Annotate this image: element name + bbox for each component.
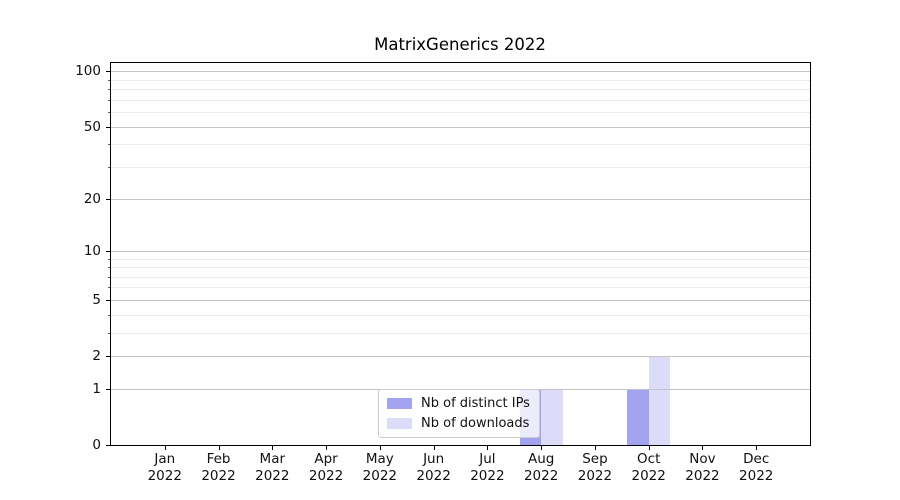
y-minor-tick-mark	[108, 258, 110, 260]
x-tick-mark	[326, 446, 328, 450]
x-tick-label-oct: Oct 2022	[631, 451, 666, 484]
gridline-major	[111, 250, 810, 252]
y-tick-mark	[106, 198, 110, 200]
y-tick-mark	[106, 388, 110, 390]
x-tick-mark	[648, 446, 650, 450]
gridline-minor	[111, 99, 810, 101]
legend-entry-distinct-ips: Nb of distinct IPs	[387, 396, 530, 411]
gridline-minor	[111, 166, 810, 168]
grid-layer	[111, 63, 810, 445]
gridline-minor	[111, 258, 810, 260]
x-tick-mark	[218, 446, 220, 450]
x-tick-mark	[272, 446, 274, 450]
y-tick-label: 20	[83, 190, 101, 207]
y-minor-tick-mark	[108, 112, 110, 114]
y-minor-tick-mark	[108, 89, 110, 91]
legend-label-distinct-ips: Nb of distinct IPs	[421, 396, 530, 411]
gridline-major	[111, 71, 810, 73]
y-tick-label: 100	[75, 63, 101, 80]
legend-swatch-downloads	[387, 418, 412, 429]
x-tick-label-mar: Mar 2022	[255, 451, 290, 484]
gridline-minor	[111, 89, 810, 91]
y-tick-label: 0	[92, 437, 101, 453]
y-tick-label: 2	[92, 348, 101, 365]
gridline-major	[111, 356, 810, 358]
x-tick-mark	[541, 446, 543, 450]
x-tick-label-apr: Apr 2022	[308, 451, 344, 484]
y-tick-mark	[106, 445, 110, 446]
y-tick-mark	[106, 356, 110, 358]
gridline-minor	[111, 144, 810, 146]
x-tick-label-nov: Nov 2022	[685, 451, 720, 484]
x-tick-mark	[487, 446, 489, 450]
gridline-major	[111, 126, 810, 128]
x-tick-mark	[164, 446, 166, 450]
y-tick-mark	[106, 126, 110, 128]
y-minor-tick-mark	[108, 267, 110, 269]
y-minor-tick-mark	[108, 79, 110, 81]
gridline-minor	[111, 112, 810, 114]
bar-nb-of-distinct-ips-oct	[627, 388, 649, 445]
y-tick-label: 10	[83, 242, 101, 259]
gridline-major	[111, 299, 810, 301]
gridline-minor	[111, 314, 810, 316]
y-minor-tick-mark	[108, 287, 110, 289]
x-tick-label-may: May 2022	[362, 451, 398, 484]
y-minor-tick-mark	[108, 166, 110, 168]
y-minor-tick-mark	[108, 314, 110, 316]
x-tick-label-jun: Jun 2022	[416, 451, 451, 484]
y-minor-tick-mark	[108, 144, 110, 146]
gridline-major	[111, 198, 810, 200]
y-tick-mark	[106, 299, 110, 301]
gridline-minor	[111, 267, 810, 269]
x-tick-label-feb: Feb 2022	[201, 451, 236, 484]
x-tick-label-jan: Jan 2022	[147, 451, 182, 484]
y-minor-tick-mark	[108, 276, 110, 278]
x-tick-mark	[379, 446, 381, 450]
chart-title: MatrixGenerics 2022	[374, 35, 546, 54]
y-minor-tick-mark	[108, 99, 110, 101]
gridline-minor	[111, 276, 810, 278]
x-tick-label-aug: Aug 2022	[523, 451, 559, 484]
y-tick-label: 5	[92, 291, 101, 308]
legend-label-downloads: Nb of downloads	[421, 416, 530, 431]
gridline-minor	[111, 79, 810, 81]
y-tick-label: 50	[83, 118, 101, 135]
x-tick-mark	[756, 446, 758, 450]
y-tick-label: 1	[92, 380, 101, 397]
legend: Nb of distinct IPs Nb of downloads	[378, 389, 540, 438]
y-tick-mark	[106, 71, 110, 73]
gridline-minor	[111, 287, 810, 289]
x-tick-label-jul: Jul 2022	[470, 451, 505, 484]
x-tick-label-sep: Sep 2022	[577, 451, 613, 484]
plot-area: Nb of distinct IPs Nb of downloads	[110, 62, 811, 446]
x-tick-label-dec: Dec 2022	[739, 451, 774, 484]
x-tick-mark	[433, 446, 435, 450]
legend-entry-downloads: Nb of downloads	[387, 416, 530, 431]
x-tick-mark	[702, 446, 704, 450]
x-tick-mark	[594, 446, 596, 450]
legend-swatch-distinct-ips	[387, 398, 412, 409]
gridline-minor	[111, 332, 810, 334]
bar-nb-of-downloads-oct	[648, 356, 671, 445]
bar-nb-of-downloads-aug	[541, 388, 563, 445]
y-minor-tick-mark	[108, 332, 110, 334]
y-tick-mark	[106, 250, 110, 252]
